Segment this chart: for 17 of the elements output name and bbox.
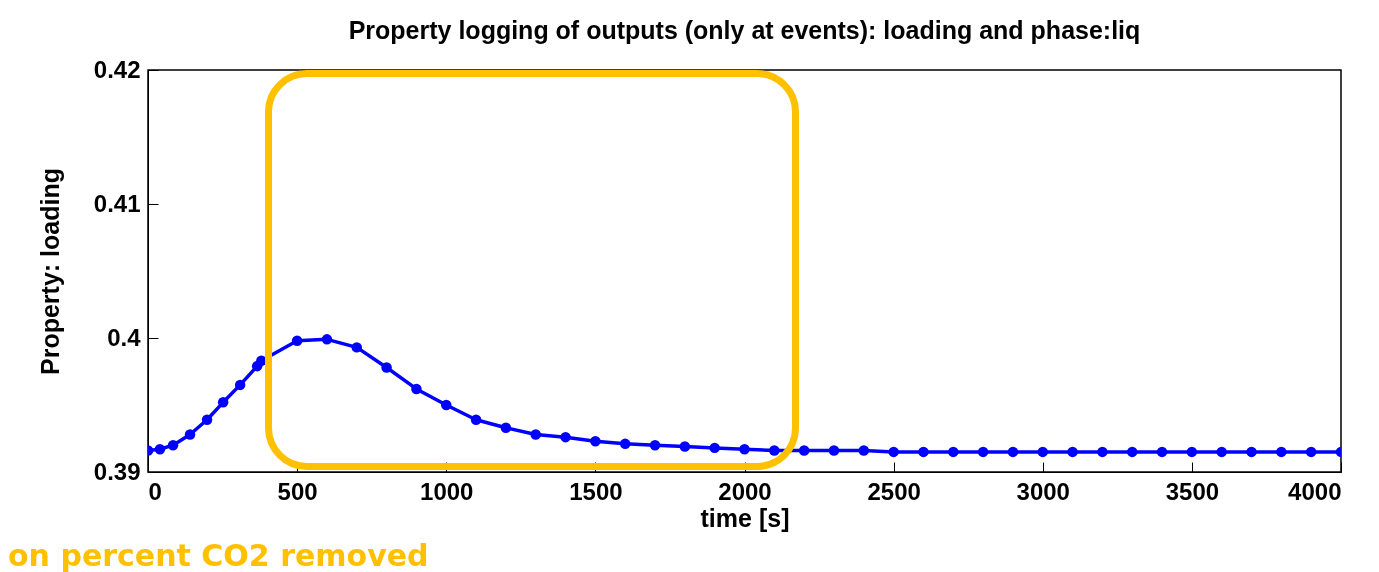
x-tick-label: 0 (148, 477, 162, 505)
y-tick-label: 0.39 (93, 457, 141, 485)
x-tick-label: 4000 (1288, 477, 1342, 505)
x-tick-label: 3500 (1165, 477, 1220, 505)
x-tick-label: 2000 (718, 477, 772, 505)
y-tick-label: 0.4 (107, 323, 142, 351)
text: on percent CO2 removed (8, 538, 429, 572)
x-tick-label: 1000 (420, 477, 474, 505)
y-tick-label: 0.42 (93, 55, 141, 83)
x-tick-label: 2500 (867, 477, 921, 505)
y-tick-label: 0.41 (93, 189, 141, 217)
x-tick-label: 1500 (569, 477, 623, 505)
x-axis-title: time [s] (700, 503, 790, 532)
x-tick-label: 500 (277, 477, 318, 505)
x-tick-label: 3000 (1016, 477, 1070, 505)
y-axis-title: Property: loading (35, 168, 64, 375)
chart-title: Property logging of outputs (only at events): loading and phase:liq (348, 16, 1141, 44)
